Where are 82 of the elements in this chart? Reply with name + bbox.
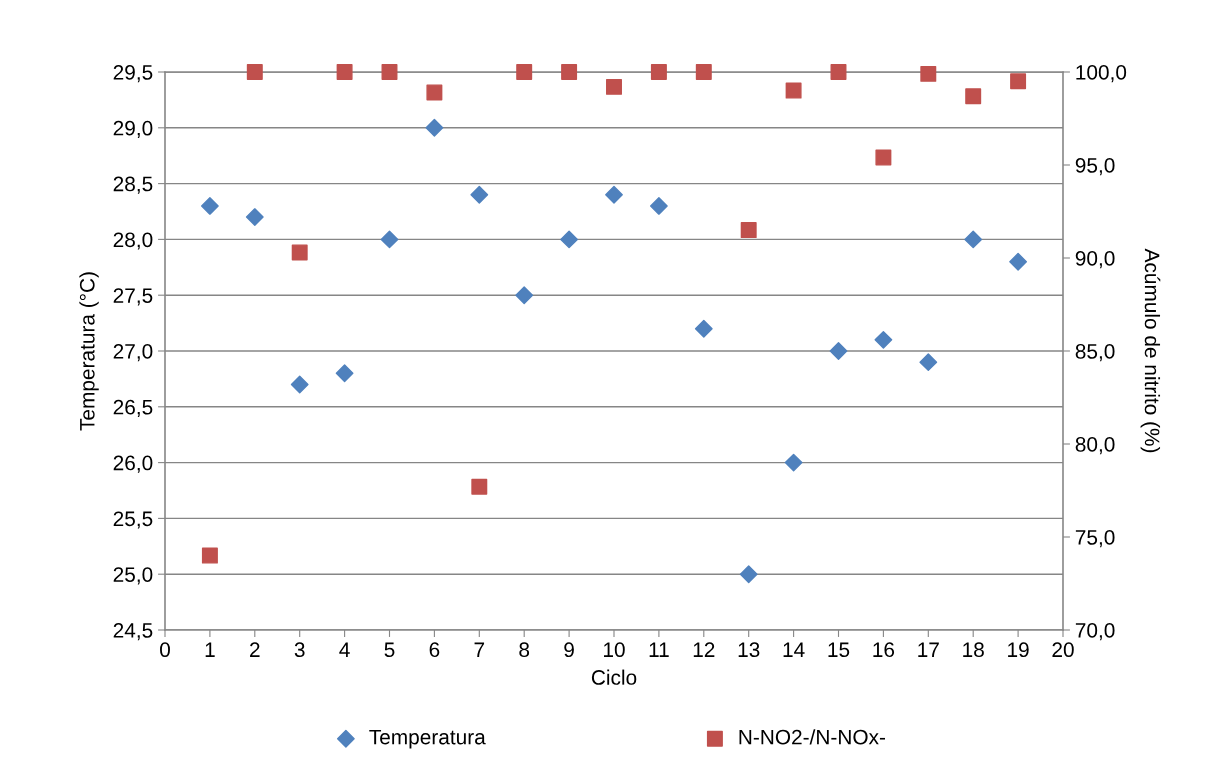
point (874, 330, 893, 349)
x-tick-label: 3 (294, 642, 305, 658)
y-tick-label: 29,5 (113, 65, 153, 83)
y2-tick-label: 85,0 (1075, 344, 1115, 362)
point (964, 230, 983, 249)
point (291, 244, 308, 261)
y-tick-label: 25,0 (113, 567, 153, 585)
point (650, 64, 667, 80)
point (919, 353, 938, 372)
point (471, 478, 488, 495)
point (290, 375, 309, 394)
point (515, 286, 534, 305)
y-tick-label: 26,0 (113, 455, 153, 473)
y-tick-label: 28,0 (113, 232, 153, 250)
point (830, 64, 847, 80)
x-tick-label: 20 (1052, 642, 1074, 658)
point (965, 88, 982, 105)
x-tick-label: 8 (519, 642, 530, 658)
legend-label: N-NO2-/N-NOx- (739, 729, 886, 745)
point (784, 453, 803, 472)
y-tick-label: 26,5 (113, 399, 153, 418)
x-tick-label: 0 (160, 642, 170, 658)
point (740, 222, 757, 239)
point (201, 547, 218, 564)
point (470, 185, 489, 204)
point (335, 364, 354, 383)
point (739, 565, 758, 584)
x-tick-label: 19 (1008, 642, 1029, 658)
x-tick-label: 18 (963, 642, 984, 658)
y-tick-label: 29,0 (113, 120, 153, 139)
x-tick-label: 4 (339, 642, 350, 657)
y2-tick-label: 95,0 (1075, 158, 1115, 176)
point (200, 197, 219, 215)
x-tick-label: 5 (384, 642, 395, 658)
x-tick-label: 14 (783, 642, 805, 657)
y2-tick-label: 80,0 (1075, 437, 1115, 455)
y2-tick-label: 70,0 (1075, 623, 1115, 641)
point (516, 64, 533, 80)
point (920, 65, 937, 82)
x-tick-label: 9 (564, 642, 574, 658)
point (245, 208, 264, 226)
point (1009, 252, 1028, 271)
point (380, 230, 399, 249)
point (336, 64, 353, 80)
point (426, 84, 443, 101)
x-tick-label: 17 (918, 642, 939, 657)
y-tick-label: 27,5 (113, 288, 153, 306)
y-tick-label: 27,0 (113, 344, 153, 362)
point (246, 64, 263, 80)
x-tick-label: 15 (828, 642, 850, 658)
point (605, 185, 623, 204)
x-tick-label: 2 (250, 642, 260, 657)
point (695, 64, 712, 80)
point (606, 78, 622, 95)
x-tick-label: 11 (649, 642, 669, 657)
y2-tick-label: 75,0 (1075, 530, 1115, 548)
point (829, 342, 848, 360)
point (785, 82, 802, 99)
point (560, 230, 579, 249)
x-tick-label: 12 (693, 642, 715, 657)
x-tick-label: 13 (738, 642, 760, 658)
y2-tick-label: 90,0 (1075, 251, 1115, 269)
y-tick-label: 28,5 (113, 176, 153, 194)
point (425, 118, 444, 137)
point (381, 64, 398, 80)
x-axis-title: Ciclo (591, 669, 637, 685)
point (694, 319, 713, 338)
x-tick-label: 10 (604, 642, 625, 658)
y-tick-label: 24,5 (113, 623, 153, 641)
y-tick-label: 25,5 (113, 511, 153, 529)
legend-label: Temperatura (369, 729, 486, 749)
x-tick-label: 7 (474, 642, 485, 657)
point (649, 197, 668, 215)
point (1010, 73, 1027, 90)
x-tick-label: 1 (205, 642, 215, 657)
x-tick-label: 16 (873, 642, 895, 658)
y-axis-title: Temperatura (°C) (79, 272, 99, 431)
y2-axis-title: Acúmulo de nitrito (%) (1140, 248, 1161, 453)
x-tick-label: 6 (429, 642, 440, 658)
point (561, 64, 578, 80)
point (875, 149, 892, 166)
y2-tick-label: 100,0 (1076, 65, 1127, 83)
